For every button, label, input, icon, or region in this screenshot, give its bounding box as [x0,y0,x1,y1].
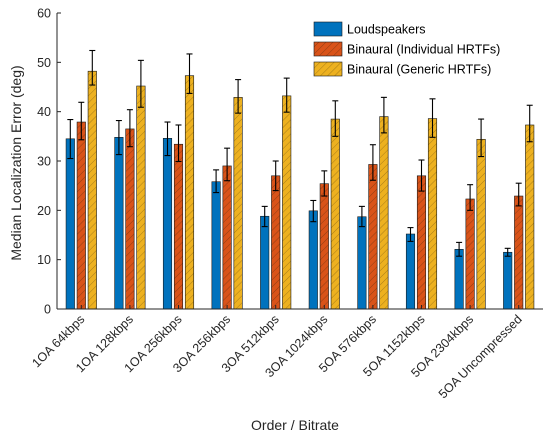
legend-swatch [313,21,343,37]
bar-binaural-individual [319,183,329,310]
bar-binaural-generic [379,116,389,310]
bar-loudspeakers [405,233,416,310]
bar-loudspeakers [308,210,318,310]
bar-binaural-individual [76,121,86,310]
legend-swatch [313,61,343,77]
y-tick-label: 30 [37,155,51,169]
bar-binaural-generic [136,85,146,310]
bar-binaural-generic [233,97,243,310]
y-tick-label: 0 [44,303,51,317]
bar-loudspeakers [503,251,513,310]
bar-binaural-generic [184,75,195,310]
y-tick-label: 20 [37,204,51,218]
legend-label: Loudspeakers [347,23,426,37]
bar-loudspeakers [260,215,270,310]
bar-binaural-individual [368,164,378,310]
bar-loudspeakers [114,137,124,310]
legend-label: Binaural (Individual HRTFs) [347,43,500,57]
legend: Loudspeakers Binaural (Individual HRTFs) B… [305,17,543,81]
bar-loudspeakers [454,249,464,310]
x-axis-label: Order / Bitrate [251,417,339,433]
bar-binaural-individual [125,128,135,310]
bar-loudspeakers [65,138,75,310]
bar-binaural-individual [222,165,232,310]
y-tick-label: 60 [37,7,51,21]
y-axis-label: Median Localization Error (deg) [8,65,24,260]
bar-binaural-individual [173,143,184,310]
legend-box [305,17,543,81]
bar-binaural-generic [476,138,486,310]
bar-binaural-generic [427,118,438,310]
bar-loudspeakers [357,216,367,310]
y-tick-label: 50 [37,56,51,70]
bar-binaural-generic [525,124,535,310]
y-tick-label: 40 [37,105,51,119]
bar-binaural-individual [416,175,427,310]
legend-label: Binaural (Generic HRTFs) [347,63,491,77]
bar-loudspeakers [211,181,221,310]
bars-layer [65,70,535,310]
bar-binaural-generic [282,95,292,310]
bar-binaural-individual [271,175,281,310]
y-ticks: 0 10 20 30 40 50 60 [37,7,61,317]
bar-loudspeakers [162,138,173,310]
bar-binaural-individual [465,198,475,310]
y-tick-label: 10 [37,253,51,267]
bar-binaural-generic [330,118,340,310]
legend-items: Loudspeakers Binaural (Individual HRTFs) B… [313,21,500,77]
bar-binaural-individual [514,195,524,310]
error-bars-layer [67,49,533,257]
x-tick-label: 5OA Uncompressed [436,312,525,401]
bar-binaural-generic [87,70,97,310]
legend-swatch [313,41,343,57]
